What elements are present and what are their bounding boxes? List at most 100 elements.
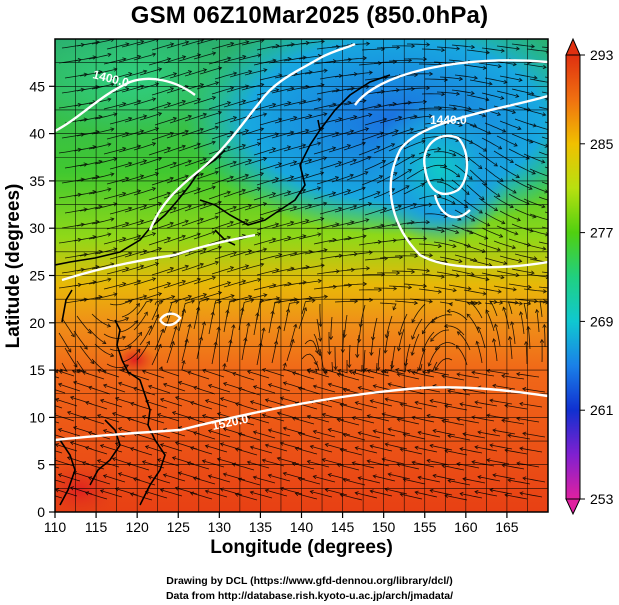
streamline <box>298 55 322 60</box>
streamline <box>103 475 126 483</box>
streamline <box>433 430 456 436</box>
streamline <box>394 203 417 212</box>
streamline-arrowhead <box>399 402 404 407</box>
streamline <box>247 370 270 379</box>
streamline-arrowhead <box>387 472 392 477</box>
streamline <box>307 363 320 373</box>
streamline <box>406 268 430 272</box>
streamline-arrowhead <box>489 398 494 403</box>
streamline <box>280 487 303 495</box>
streamline-arrowhead <box>204 489 210 494</box>
streamline-arrowhead <box>426 219 431 225</box>
streamline <box>154 162 177 171</box>
streamline <box>394 154 415 167</box>
streamline <box>64 253 88 259</box>
streamline-arrowhead <box>222 382 228 387</box>
streamline-arrowhead <box>249 445 255 450</box>
streamline <box>361 224 384 231</box>
streamline-arrowhead <box>317 97 322 102</box>
streamline <box>499 120 522 130</box>
streamline <box>415 401 438 408</box>
streamline-arrowhead <box>199 127 204 132</box>
streamline <box>274 206 297 214</box>
streamline <box>184 248 207 257</box>
streamline <box>343 187 366 196</box>
streamline-arrowhead <box>369 444 374 449</box>
streamline <box>343 100 366 106</box>
x-tick-label: 155 <box>413 519 437 535</box>
streamline <box>484 122 506 133</box>
streamline-arrowhead <box>151 97 157 102</box>
streamline-arrowhead <box>446 308 451 314</box>
streamline-arrowhead <box>531 170 536 175</box>
streamline-arrowhead <box>125 131 130 136</box>
streamline-arrowhead <box>378 287 383 293</box>
streamline <box>121 265 144 273</box>
streamline-arrowhead <box>543 299 548 304</box>
streamline-arrowhead <box>387 382 392 387</box>
streamline <box>430 400 453 406</box>
streamline <box>166 220 189 229</box>
streamline <box>499 165 520 178</box>
streamline <box>325 489 348 496</box>
streamline <box>486 459 510 465</box>
streamline-arrowhead <box>519 401 524 407</box>
streamline-arrowhead <box>249 490 254 495</box>
streamline <box>88 188 111 195</box>
streamline <box>454 164 473 180</box>
streamline-arrowhead <box>541 159 546 164</box>
streamline-arrowhead <box>241 99 247 104</box>
streamline-arrowhead <box>151 187 157 192</box>
streamline <box>220 443 243 451</box>
streamline <box>503 307 510 330</box>
streamline <box>409 115 433 120</box>
streamline <box>304 113 327 120</box>
streamline <box>193 276 216 285</box>
streamline-arrowhead <box>171 456 177 461</box>
streamline <box>163 145 186 154</box>
streamline <box>148 192 171 201</box>
streamline-arrowhead <box>383 117 388 122</box>
streamline <box>235 493 258 501</box>
streamline <box>199 292 222 300</box>
streamline <box>406 87 430 90</box>
streamline-arrowhead <box>502 306 507 311</box>
streamline <box>346 171 369 181</box>
streamline-arrowhead <box>72 426 78 431</box>
streamline <box>88 98 111 105</box>
streamline-arrowhead <box>561 47 564 51</box>
streamline <box>385 315 393 338</box>
streamline-arrowhead <box>500 95 505 100</box>
x-tick-label: 160 <box>454 519 478 535</box>
streamline <box>346 128 369 136</box>
streamline <box>148 282 171 291</box>
streamline <box>304 157 327 165</box>
streamline <box>493 338 498 362</box>
streamline <box>151 132 174 141</box>
streamline <box>211 341 217 365</box>
streamline <box>244 113 267 121</box>
streamline <box>154 117 177 126</box>
streamline-arrowhead <box>355 354 360 359</box>
streamline-arrowhead <box>87 385 93 390</box>
streamline <box>151 344 162 366</box>
streamline <box>422 316 438 334</box>
streamline <box>367 370 390 377</box>
streamline <box>94 68 117 75</box>
streamline-arrowhead <box>169 176 174 181</box>
streamline-arrowhead <box>107 142 112 147</box>
streamline <box>361 48 385 51</box>
streamline <box>259 74 282 81</box>
streamline-arrowhead <box>393 286 398 291</box>
streamline <box>492 385 516 390</box>
streamline-arrowhead <box>342 433 347 438</box>
streamline-arrowhead <box>202 293 208 298</box>
streamline <box>431 314 453 323</box>
streamline-arrowhead <box>297 431 302 436</box>
streamline-arrowhead <box>498 145 503 150</box>
streamline <box>91 313 111 327</box>
streamline <box>501 375 525 380</box>
streamline-arrowhead <box>427 362 432 367</box>
streamline <box>268 236 291 244</box>
streamline <box>298 307 307 330</box>
